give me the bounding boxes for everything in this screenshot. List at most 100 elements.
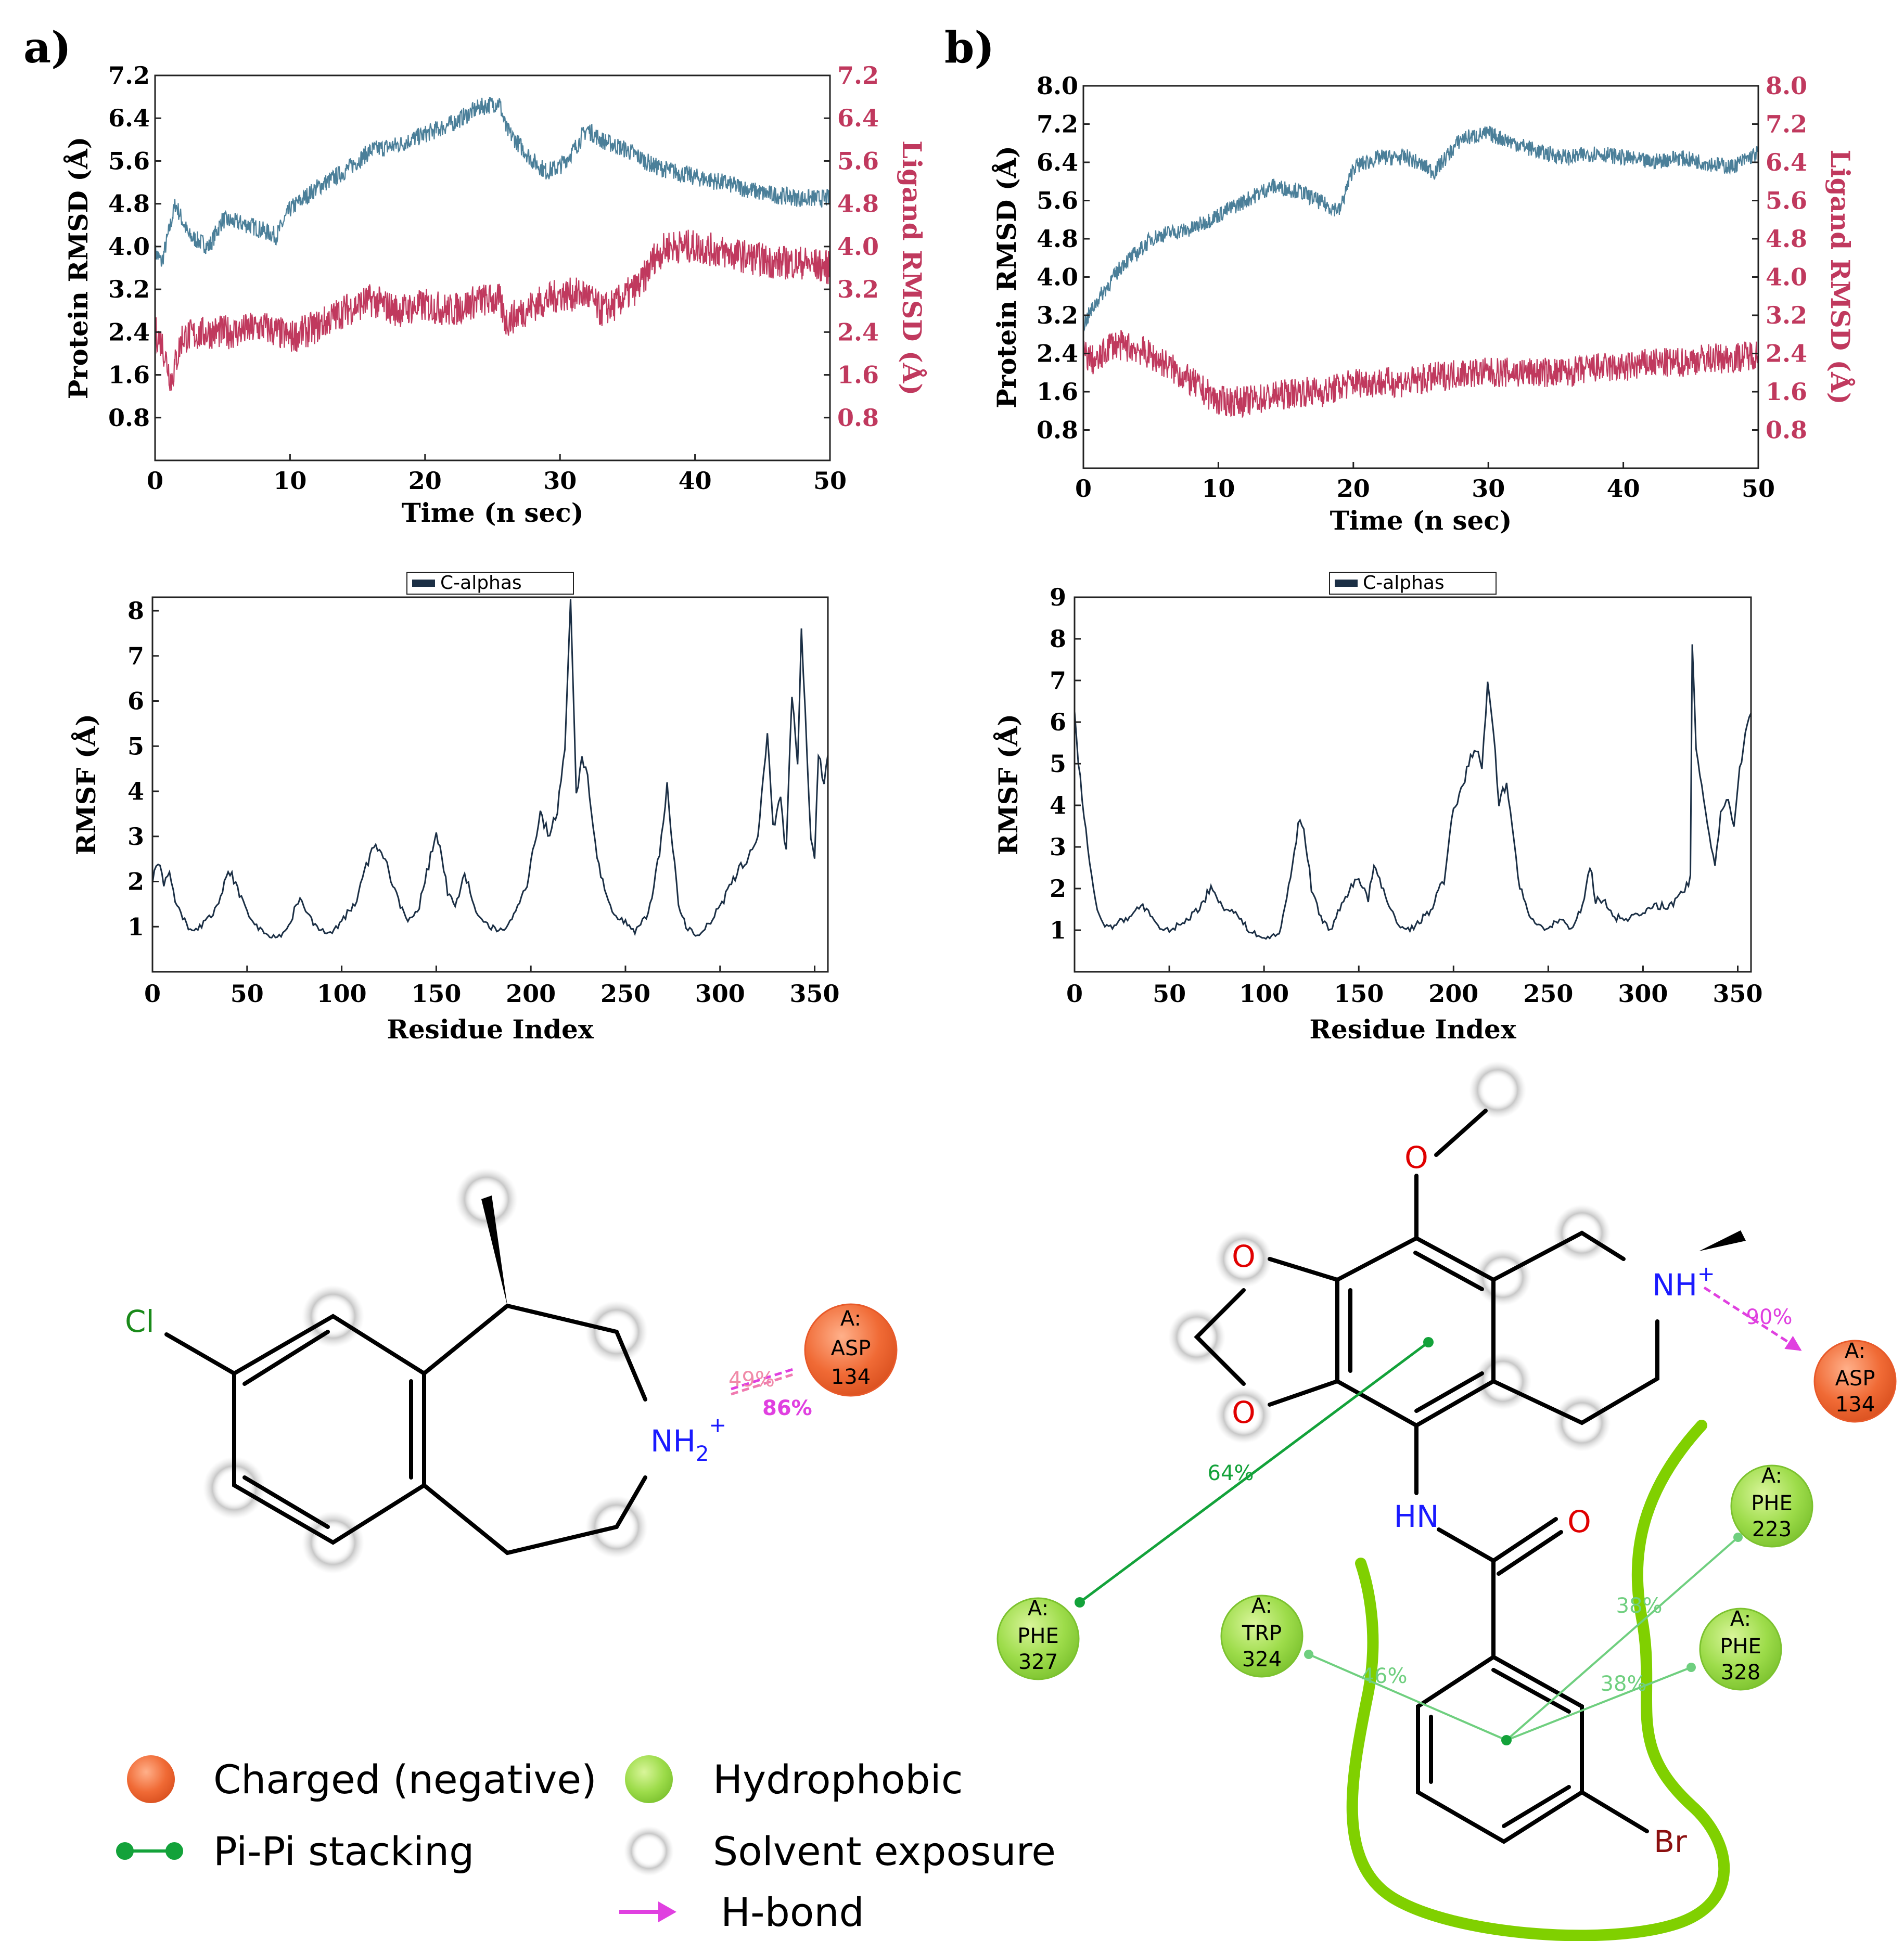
plot-frame bbox=[1082, 85, 1759, 469]
residue-label: 134 bbox=[1835, 1393, 1875, 1417]
y-tick-label-left: 4.8 bbox=[108, 190, 150, 218]
y-tick-label-right: 0.8 bbox=[837, 404, 879, 432]
hbond-arrow-icon bbox=[619, 1901, 676, 1922]
plot-frame bbox=[1074, 596, 1752, 973]
molecule-bonds-a bbox=[164, 1303, 647, 1556]
molecule-bonds-b bbox=[1194, 1109, 1659, 1844]
contact-dot bbox=[1733, 1533, 1743, 1542]
x-tick-label: 30 bbox=[543, 467, 577, 495]
x-tick-label: 300 bbox=[695, 980, 745, 1008]
x-tick-label: 50 bbox=[813, 467, 847, 495]
y-tick-label: 7 bbox=[127, 642, 144, 670]
y-tick-label-left: 3.2 bbox=[108, 275, 150, 303]
y-tick-label: 6 bbox=[127, 687, 144, 715]
y-tick-label-right: 5.6 bbox=[837, 147, 879, 175]
plot-frame bbox=[154, 74, 831, 461]
x-tick-label: 150 bbox=[411, 980, 461, 1008]
y-tick-label-left: 1.6 bbox=[1037, 378, 1078, 406]
x-tick-label: 50 bbox=[1742, 474, 1775, 503]
atom-oxygen-dioxole-bottom: O bbox=[1232, 1395, 1256, 1430]
residue-asp134-a: A: ASP 134 bbox=[804, 1303, 898, 1397]
x-tick-label: 100 bbox=[317, 980, 367, 1008]
y-tick-label-right: 7.2 bbox=[1766, 110, 1807, 138]
x-tick-label: 250 bbox=[600, 980, 650, 1008]
panel-label-a: a) bbox=[23, 23, 71, 73]
y-tick-label: 6 bbox=[1050, 708, 1066, 736]
legend-label: C-alphas bbox=[1363, 572, 1445, 594]
y-tick-label: 4 bbox=[127, 777, 144, 805]
y-tick-label-right: 0.8 bbox=[1766, 416, 1807, 444]
y-tick-label-left: 5.6 bbox=[108, 147, 150, 175]
y-tick-label-right: 3.2 bbox=[837, 275, 879, 303]
y-tick-label-right: 4.8 bbox=[1766, 225, 1807, 253]
ligand-rmsd-series bbox=[154, 229, 831, 392]
residue-label: PHE bbox=[1017, 1624, 1058, 1648]
x-tick-label: 40 bbox=[679, 467, 712, 495]
y-tick-label-right: 1.6 bbox=[1766, 378, 1807, 406]
atom-chlorine: Cl bbox=[125, 1304, 155, 1339]
y-tick-label: 3 bbox=[127, 822, 144, 851]
ligand-rmsd-series bbox=[1082, 330, 1759, 418]
y-axis-label: RMSF (Å) bbox=[71, 714, 101, 855]
binding-pocket-outline bbox=[1346, 1420, 1730, 1941]
x-tick-label: 30 bbox=[1472, 474, 1505, 503]
y-tick-label-left: 0.8 bbox=[108, 404, 150, 432]
pipi-swatch-icon bbox=[116, 1842, 183, 1860]
x-tick-label: 200 bbox=[1428, 980, 1478, 1008]
x-tick-label: 0 bbox=[1075, 474, 1092, 503]
legend-label-solvent: Solvent exposure bbox=[713, 1828, 1056, 1874]
x-axis-label: Residue Index bbox=[1309, 1014, 1517, 1045]
y-tick-label-left: 6.4 bbox=[1037, 148, 1078, 176]
y-tick-label-right: 4.0 bbox=[1766, 263, 1807, 291]
y-tick-label-left: 2.4 bbox=[1037, 340, 1078, 368]
y-tick-label-left: 4.0 bbox=[1037, 263, 1078, 291]
hydrophobic-contact-lines bbox=[1308, 1536, 1739, 1741]
y-tick-label-left: 4.8 bbox=[1037, 225, 1078, 253]
y-tick-label: 4 bbox=[1050, 791, 1066, 819]
residue-label: ASP bbox=[1835, 1367, 1875, 1391]
x-axis-label: Time (n sec) bbox=[1330, 505, 1512, 536]
pipi-dot bbox=[1423, 1337, 1434, 1347]
x-tick-label: 0 bbox=[1066, 980, 1083, 1008]
residue-label: A: bbox=[1730, 1607, 1751, 1631]
y-tick-label-left: 6.4 bbox=[108, 104, 150, 132]
legend-item-charged: Charged (negative) bbox=[127, 1755, 597, 1803]
x-tick-label: 0 bbox=[144, 980, 161, 1008]
y-tick-label: 9 bbox=[1050, 583, 1066, 611]
rmsf-series bbox=[1074, 644, 1752, 940]
residue-phe223: A: PHE 223 bbox=[1730, 1464, 1813, 1548]
residue-label: PHE bbox=[1720, 1635, 1761, 1659]
residue-label: PHE bbox=[1751, 1492, 1792, 1515]
wedge-bond bbox=[481, 1196, 507, 1306]
y-tick-label-right: 4.8 bbox=[837, 190, 879, 218]
pipi-percent-label: 64% bbox=[1208, 1461, 1254, 1485]
x-tick-label: 100 bbox=[1239, 980, 1289, 1008]
x-tick-label: 350 bbox=[790, 980, 840, 1008]
solvent-swatch-icon bbox=[624, 1826, 674, 1876]
protein-rmsd-series bbox=[154, 97, 830, 267]
contact-percent-label: 46% bbox=[1361, 1664, 1408, 1688]
residue-label: A: bbox=[840, 1307, 861, 1331]
atom-nh2-plus: NH2+ bbox=[650, 1413, 726, 1466]
x-tick-label: 0 bbox=[147, 467, 163, 495]
svg-text:NH2+: NH2+ bbox=[650, 1413, 726, 1466]
rmsd-chart-b: 0 10 20 30 40 50 0.8 1.6 2.4 3.2 4.0 4.8 5.6 6.4 7.2 8.… bbox=[991, 72, 1856, 536]
legend-label-charged: Charged (negative) bbox=[213, 1756, 597, 1803]
y-tick-label-right: 1.6 bbox=[837, 361, 879, 389]
y-tick-label-left: 3.2 bbox=[1037, 301, 1078, 329]
atom-oxygen-carbonyl: O bbox=[1567, 1504, 1591, 1539]
legend-swatch-icon bbox=[1335, 580, 1358, 587]
interaction-diagram-a: Cl NH2+ 49% 86% A: ASP 134 bbox=[125, 1168, 898, 1574]
y-tick-label-right: 4.0 bbox=[837, 233, 879, 261]
contact-percent-label: 38% bbox=[1616, 1594, 1663, 1618]
atom-oxygen-methoxy: O bbox=[1404, 1140, 1428, 1175]
x-tick-label: 300 bbox=[1618, 980, 1668, 1008]
rmsf-chart-a: 0 50 100 150 200 250 300 350 1 2 3 4 5 6 7 8 Residue Ind… bbox=[71, 572, 840, 1045]
contact-percent-label: 38% bbox=[1601, 1672, 1647, 1696]
legend-label-hbond: H-bond bbox=[721, 1889, 864, 1935]
y-tick-label-right: 2.4 bbox=[1766, 340, 1807, 368]
y-tick-label-right: 7.2 bbox=[837, 61, 879, 89]
y-tick-label-right: 8.0 bbox=[1766, 72, 1807, 100]
y-tick-label-right: 6.4 bbox=[837, 104, 879, 132]
